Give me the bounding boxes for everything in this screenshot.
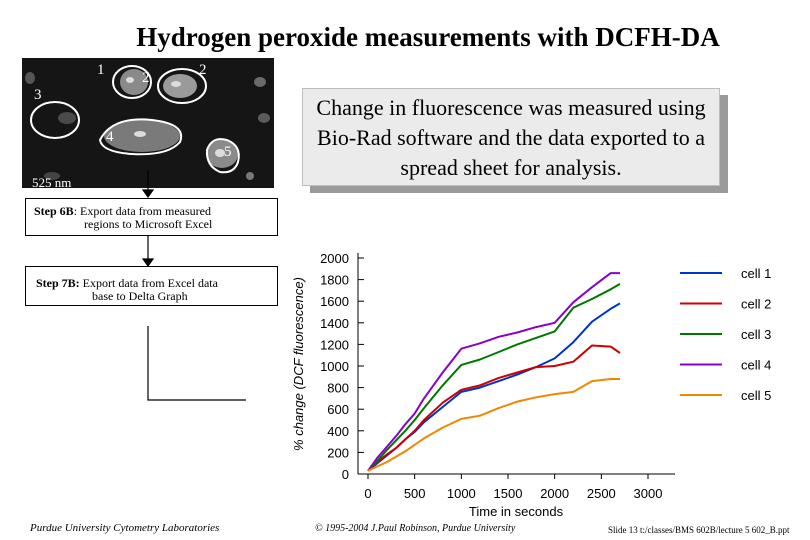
step-6b-line2: regions to Microsoft Excel [84, 217, 213, 231]
step-7b-box: Step 7B: Export data from Excel data bas… [25, 266, 278, 306]
x-tick-label: 500 [404, 486, 426, 501]
plot-area: 0 200 400 600 800 1000 1200 1400 1600 1800 2000 0 5… [320, 251, 675, 501]
arrow-head-step6 [141, 189, 155, 199]
cell-outline-1 [112, 65, 152, 99]
series-line-cell-2 [367, 344, 621, 472]
cell-outline-3 [30, 101, 80, 139]
step-7b-line1: Export data from Excel data [82, 276, 218, 290]
legend-label-cell-4: cell 4 [741, 358, 771, 373]
footer-slide-ref: Slide 13 t:/classes/BMS 602B/lecture 5 6… [608, 525, 790, 535]
y-tick-label: 0 [342, 467, 349, 482]
cell-number-3: 3 [34, 87, 42, 103]
legend-label-cell-1: cell 1 [741, 266, 771, 281]
callout-text: Change in fluorescence was measured usin… [316, 95, 706, 180]
cell-number-2b: 2 [199, 62, 207, 78]
step-6b-line1: : Export data from measured [73, 204, 211, 218]
micrograph-cells [25, 65, 270, 180]
x-tick-label: 1000 [447, 486, 476, 501]
x-tick-label: 2500 [587, 486, 616, 501]
step-7b-title: Step 7B: [36, 276, 80, 290]
step-7b-line2: base to Delta Graph [92, 289, 188, 303]
y-tick-label: 2000 [320, 251, 349, 266]
legend-label-cell-5: cell 5 [741, 388, 771, 403]
series-line-cell-5 [367, 378, 620, 472]
x-tick-label: 0 [364, 486, 371, 501]
y-tick-label: 400 [327, 424, 349, 439]
cell-number-2a: 2 [142, 70, 150, 86]
step-6b-title: Step 6B [34, 204, 74, 218]
callout-box [302, 88, 720, 186]
x-tick-label: 3000 [634, 486, 663, 501]
y-axis-title: % change (DCF fluorescence) [291, 277, 306, 451]
x-tick-label: 2000 [540, 486, 569, 501]
x-ticks: 0 500 1000 1500 2000 2500 3000 [364, 474, 662, 501]
y-tick-label: 1800 [320, 273, 349, 288]
series-lines [367, 272, 621, 472]
footer-copyright: © 1995-2004 J.Paul Robinson, Purdue Univ… [315, 523, 516, 534]
micrograph-image: 1 2 2 3 4 5 [22, 58, 274, 188]
flow-arrows [141, 170, 246, 401]
series-line-cell-4 [367, 272, 620, 472]
page-title: Hydrogen peroxide measurements with DCFH… [136, 22, 720, 52]
cell-outline-5 [205, 138, 240, 174]
series-line-cell-3 [367, 283, 621, 472]
step-6b-box: Step 6B: Export data from measured regio… [25, 198, 278, 236]
y-tick-label: 200 [327, 445, 349, 460]
y-tick-label: 1000 [320, 359, 349, 374]
y-tick-label: 1400 [320, 316, 349, 331]
graph-icon-axes [147, 326, 246, 401]
y-tick-label: 1200 [320, 337, 349, 352]
cell-outline-4 [98, 118, 183, 156]
x-tick-label: 1500 [494, 486, 523, 501]
y-tick-label: 800 [327, 381, 349, 396]
legend: cell 1 cell 2 cell 3 cell 4 cell 5 [680, 266, 771, 403]
wavelength-label: 525 nm [32, 175, 72, 190]
arrow-head-step7 [141, 258, 155, 268]
legend-label-cell-3: cell 3 [741, 327, 771, 342]
y-ticks: 0 200 400 600 800 1000 1200 1400 1600 1800 2000 [320, 251, 364, 482]
cell-outline-2 [157, 68, 207, 104]
x-axis-title: Time in seconds [469, 504, 564, 519]
legend-label-cell-2: cell 2 [741, 297, 771, 312]
y-tick-label: 600 [327, 402, 349, 417]
cell-number-1: 1 [97, 62, 105, 78]
cell-number-4: 4 [106, 129, 114, 145]
cell-number-5: 5 [224, 144, 232, 160]
y-tick-label: 1600 [320, 294, 349, 309]
footer-left: Purdue University Cytometry Laboratories [30, 522, 220, 534]
